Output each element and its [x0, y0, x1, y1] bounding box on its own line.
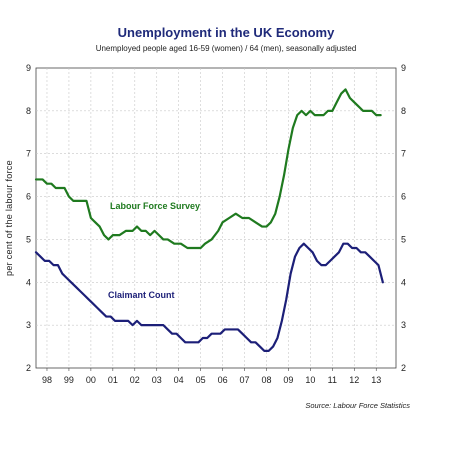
y-tick-label-left: 8	[26, 106, 31, 116]
grid	[36, 68, 396, 368]
y-tick-label-left: 9	[26, 63, 31, 73]
y-tick-label-left: 2	[26, 363, 31, 373]
y-tick-label-left: 7	[26, 149, 31, 159]
x-tick-label: 04	[174, 375, 184, 385]
x-tick-label: 98	[42, 375, 52, 385]
x-tick-label: 05	[196, 375, 206, 385]
y-tick-label-right: 6	[401, 192, 406, 202]
y-axis-left: 2 3 4 5 6 7 8 9	[26, 63, 31, 373]
y-tick-label-right: 3	[401, 320, 406, 330]
y-tick-label-right: 2	[401, 363, 406, 373]
x-axis: 98 99 00 01 02 03 04 05 06 07 08 09 10 11 12 13	[42, 368, 381, 385]
series-group	[34, 88, 384, 352]
series-line-labour-force-survey	[34, 88, 382, 250]
x-tick-label: 11	[328, 375, 337, 385]
x-tick-label: 09	[283, 375, 293, 385]
y-tick-label-right: 9	[401, 63, 406, 73]
y-tick-label-left: 3	[26, 320, 31, 330]
y-tick-label-right: 4	[401, 277, 406, 287]
x-tick-label: 10	[305, 375, 315, 385]
y-axis-right: 2 3 4 5 6 7 8 9	[401, 63, 406, 373]
x-tick-label: 12	[349, 375, 359, 385]
series-label-labour-force-survey: Labour Force Survey	[110, 201, 200, 211]
x-tick-label: 07	[240, 375, 250, 385]
x-tick-label: 03	[152, 375, 162, 385]
x-tick-label: 08	[261, 375, 271, 385]
x-tick-label: 00	[86, 375, 96, 385]
x-tick-label: 01	[108, 375, 118, 385]
chart-title: Unemployment in the UK Economy	[118, 25, 335, 40]
y-axis-label: per cent of the labour force	[4, 160, 14, 276]
source-note: Source: Labour Force Statistics	[305, 401, 410, 410]
x-tick-label: 99	[64, 375, 74, 385]
series-line-claimant-count	[34, 242, 384, 352]
y-tick-label-right: 5	[401, 234, 406, 244]
series-label-claimant-count: Claimant Count	[108, 290, 175, 300]
chart-subtitle: Unemployed people aged 16-59 (women) / 6…	[96, 44, 357, 53]
y-tick-label-right: 7	[401, 149, 406, 159]
x-tick-label: 13	[371, 375, 381, 385]
x-tick-label: 06	[218, 375, 228, 385]
y-tick-label-right: 8	[401, 106, 406, 116]
y-tick-label-left: 6	[26, 192, 31, 202]
y-tick-label-left: 5	[26, 234, 31, 244]
x-tick-label: 02	[130, 375, 140, 385]
y-tick-label-left: 4	[26, 277, 31, 287]
plot-frame	[35, 67, 397, 369]
